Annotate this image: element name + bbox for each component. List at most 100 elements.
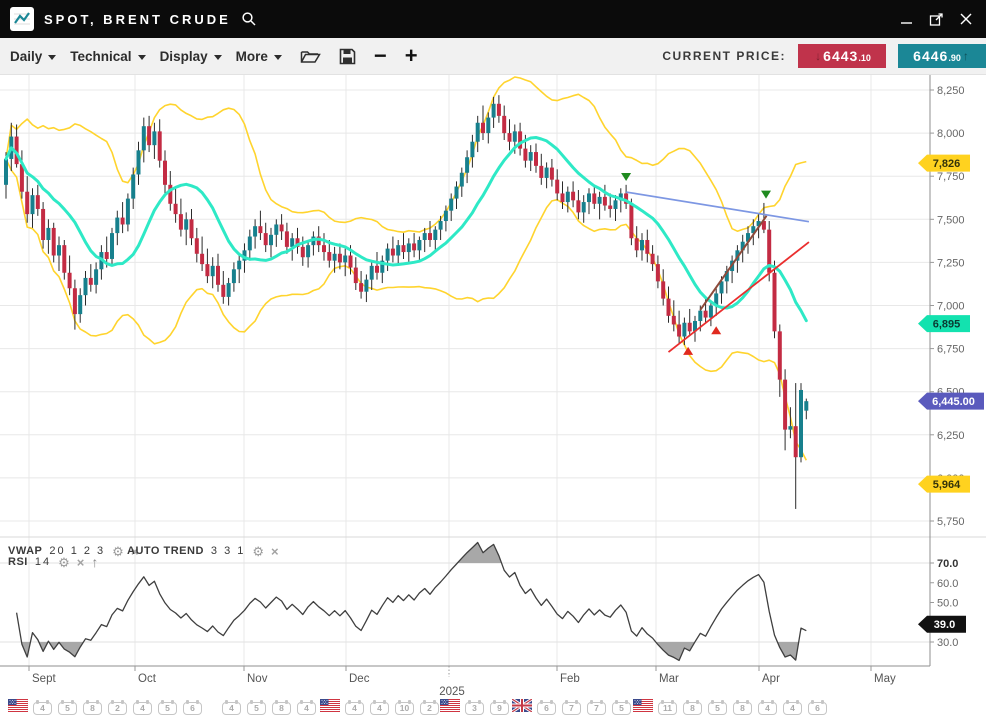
event-calendar-icon[interactable]: 5 <box>247 699 266 715</box>
chart-toolbar: Daily Technical Display More <box>0 38 986 75</box>
price-axis-badge: 7,826 <box>918 154 970 172</box>
us-flag-icon[interactable] <box>439 698 461 713</box>
open-folder-icon[interactable] <box>300 48 321 65</box>
svg-text:7,000: 7,000 <box>937 301 965 313</box>
more-dropdown[interactable]: More <box>236 49 282 64</box>
event-calendar-icon[interactable]: 7 <box>562 699 581 715</box>
title-bar: SPOT, BRENT CRUDE <box>0 0 986 38</box>
svg-text:5,964: 5,964 <box>933 479 961 491</box>
chevron-down-icon <box>273 54 282 60</box>
arrow-up-icon: ↑ <box>962 49 969 63</box>
event-calendar-icon[interactable]: 8 <box>272 699 291 715</box>
month-label: Oct <box>138 673 157 685</box>
event-calendar-icon[interactable]: 4 <box>222 699 241 715</box>
chevron-down-icon <box>137 54 146 60</box>
zoom-out-button[interactable]: − <box>373 43 387 68</box>
event-calendar-icon[interactable]: 11 <box>658 699 677 715</box>
svg-text:7,826: 7,826 <box>933 158 961 170</box>
month-label: May <box>874 673 896 685</box>
month-label: Mar <box>659 673 679 685</box>
price-axis-badge: 5,964 <box>918 475 970 493</box>
search-icon[interactable] <box>241 11 257 27</box>
event-calendar-icon[interactable]: 6 <box>183 699 202 715</box>
month-label: 2025 <box>439 686 465 698</box>
event-calendar-icon[interactable]: 9 <box>490 699 509 715</box>
event-calendar-icon[interactable]: 5 <box>708 699 727 715</box>
us-flag-icon[interactable] <box>7 698 29 713</box>
event-calendar-icon[interactable]: 6 <box>808 699 827 715</box>
signal-arrows <box>621 173 772 355</box>
month-label: Nov <box>247 673 268 685</box>
svg-text:30.0: 30.0 <box>937 637 958 649</box>
event-calendar-icon[interactable]: 6 <box>537 699 556 715</box>
svg-text:8,250: 8,250 <box>937 85 965 97</box>
uk-flag-icon[interactable] <box>511 697 533 714</box>
event-calendar-icon[interactable]: 4 <box>783 699 802 715</box>
event-strip: 4 5 8 2 4 5 6 4 5 8 4 4 4 10 2 3 9 6 7 7 5 11 8 5 8 4 4 6 <box>0 697 986 717</box>
event-calendar-icon[interactable]: 5 <box>158 699 177 715</box>
event-calendar-icon[interactable]: 3 <box>465 699 484 715</box>
svg-text:8,000: 8,000 <box>937 128 965 140</box>
svg-text:6,750: 6,750 <box>937 344 965 356</box>
event-calendar-icon[interactable]: 4 <box>133 699 152 715</box>
us-flag-icon[interactable] <box>632 698 654 713</box>
event-calendar-icon[interactable]: 4 <box>758 699 777 715</box>
event-calendar-icon[interactable]: 2 <box>420 699 439 715</box>
close-icon[interactable]: × <box>76 554 85 570</box>
auto-trendlines <box>625 191 810 353</box>
event-calendar-icon[interactable]: 5 <box>58 699 77 715</box>
us-flag-icon[interactable] <box>319 698 341 713</box>
gear-icon[interactable]: ⚙ <box>252 543 265 559</box>
display-dropdown[interactable]: Display <box>160 49 222 64</box>
price-axis-badge: 39.0 <box>918 615 966 633</box>
chevron-down-icon <box>48 54 57 60</box>
svg-text:7,750: 7,750 <box>937 171 965 183</box>
svg-text:6,250: 6,250 <box>937 430 965 442</box>
event-calendar-icon[interactable]: 4 <box>370 699 389 715</box>
close-icon[interactable]: × <box>271 543 279 559</box>
event-calendar-icon[interactable]: 5 <box>612 699 631 715</box>
chart-canvas[interactable]: 8,2508,0007,7507,5007,2507,0006,7506,500… <box>0 75 986 723</box>
event-calendar-icon[interactable]: 4 <box>33 699 52 715</box>
svg-text:60.0: 60.0 <box>937 578 958 590</box>
technical-dropdown[interactable]: Technical <box>70 49 146 64</box>
event-calendar-icon[interactable]: 8 <box>683 699 702 715</box>
event-calendar-icon[interactable]: 10 <box>395 699 414 715</box>
event-calendar-icon[interactable]: 2 <box>108 699 127 715</box>
event-calendar-icon[interactable]: 8 <box>733 699 752 715</box>
bid-price-badge: ↓ 6443 .10 <box>798 44 886 68</box>
event-calendar-icon[interactable]: 4 <box>297 699 316 715</box>
gear-icon[interactable]: ⚙ <box>58 554 70 570</box>
move-pane-up-icon[interactable]: ↑ <box>91 553 99 570</box>
zoom-in-button[interactable]: + <box>404 43 418 68</box>
event-calendar-icon[interactable]: 7 <box>587 699 606 715</box>
gear-icon[interactable]: ⚙ <box>112 543 124 559</box>
timeframe-dropdown[interactable]: Daily <box>10 49 57 64</box>
minimize-button[interactable] <box>898 11 914 27</box>
save-icon[interactable] <box>339 48 356 65</box>
ask-price-badge: 6446 .90 ↑ <box>898 44 986 68</box>
autotrend-indicator-label: AUTO TREND 3 3 1 ⚙ × <box>127 543 279 559</box>
event-calendar-icon[interactable]: 4 <box>345 699 364 715</box>
month-label: Sept <box>32 673 56 685</box>
svg-text:6,895: 6,895 <box>933 319 961 331</box>
vwap-indicator-label: VWAP 20 1 2 3 ⚙ × <box>8 543 139 559</box>
svg-text:6,445.00: 6,445.00 <box>932 396 975 408</box>
window-controls <box>898 11 986 27</box>
close-icon[interactable] <box>958 11 974 27</box>
close-icon[interactable]: × <box>130 543 139 559</box>
svg-text:7,500: 7,500 <box>937 214 965 226</box>
popout-button[interactable] <box>928 11 944 27</box>
chevron-down-icon <box>213 54 222 60</box>
svg-text:39.0: 39.0 <box>934 619 955 631</box>
month-label: Feb <box>560 673 580 685</box>
price-axis-badge: 6,895 <box>918 315 970 333</box>
price-chart[interactable]: 8,2508,0007,7507,5007,2507,0006,7506,500… <box>0 75 986 723</box>
svg-text:5,750: 5,750 <box>937 516 965 528</box>
event-calendar-icon[interactable]: 8 <box>83 699 102 715</box>
month-axis: Sept Oct Nov Dec 2025 Feb Mar Apr May <box>28 666 896 698</box>
svg-text:7,250: 7,250 <box>937 257 965 269</box>
page-title: SPOT, BRENT CRUDE <box>44 11 231 27</box>
vwap-line <box>4 136 808 323</box>
